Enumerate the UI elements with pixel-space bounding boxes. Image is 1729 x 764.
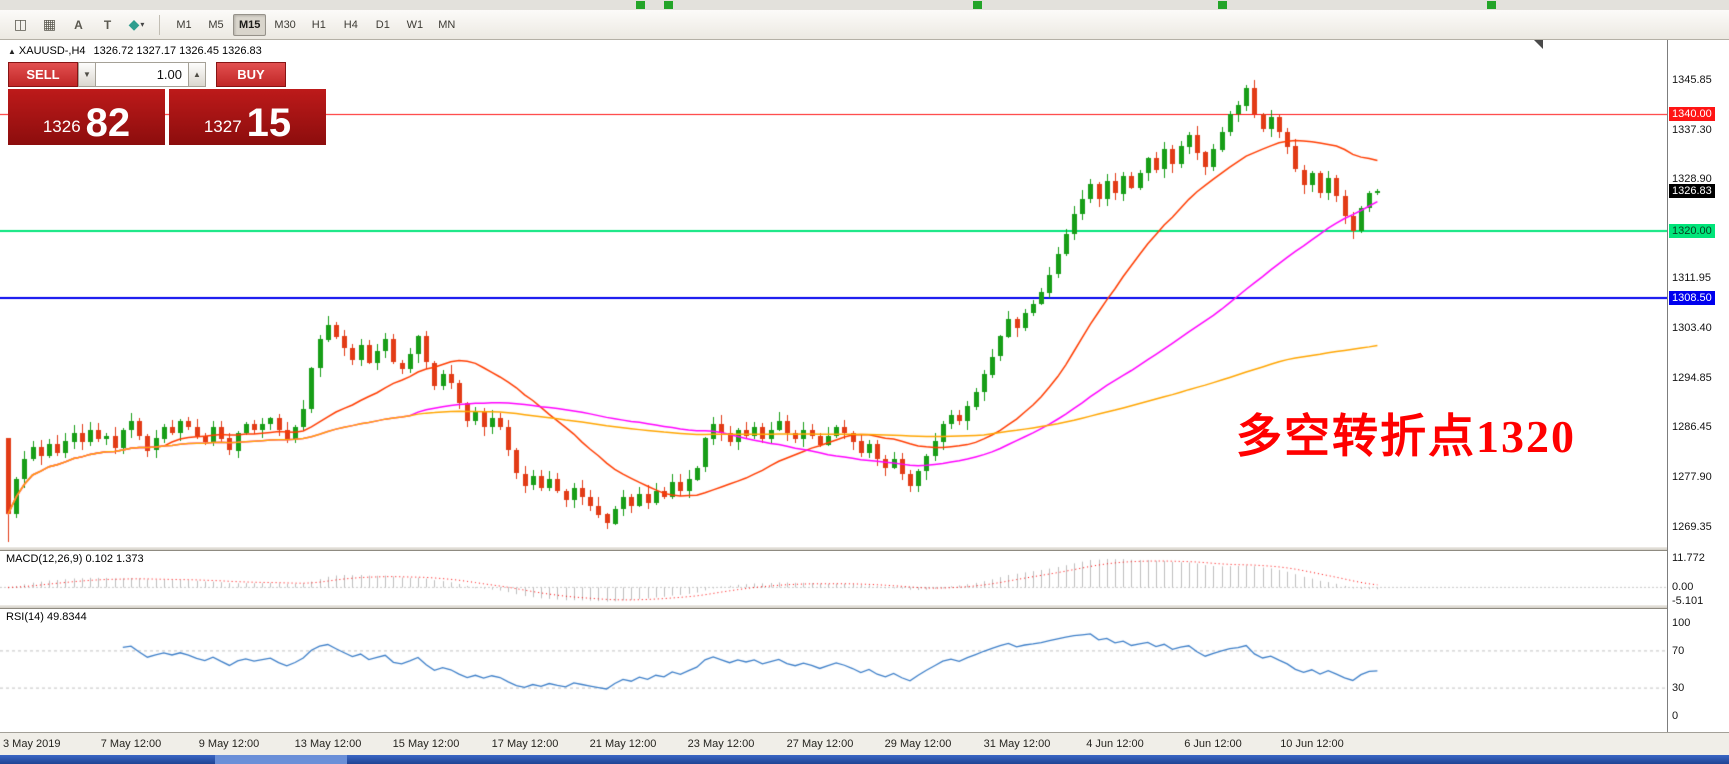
price-tick-label: 1303.40 xyxy=(1672,322,1712,335)
macd-label: MACD(12,26,9) 0.102 1.373 xyxy=(6,553,144,565)
time-tick-label: 7 May 12:00 xyxy=(100,738,162,750)
rsi-axis-label: 0 xyxy=(1672,710,1679,722)
volume-decrease-button[interactable]: ▼ xyxy=(78,62,96,87)
toolbar: ◫ ▦ A T ◆ ▾ M1 M5 M15 M30 H1 H4 D1 W1 MN xyxy=(0,10,1729,40)
timeframe-button-mn[interactable]: MN xyxy=(438,18,456,31)
price-tick-label: 1328.90 xyxy=(1672,173,1712,186)
bid-pips: 82 xyxy=(85,101,131,145)
time-tick-label: 27 May 12:00 xyxy=(786,738,854,750)
time-tick-label: 9 May 12:00 xyxy=(198,738,260,750)
ask-pips: 15 xyxy=(246,101,292,145)
timeframe-button-m15[interactable]: M15 xyxy=(233,13,267,36)
time-axis[interactable]: 3 May 2019 7 May 12:00 9 May 12:00 13 May 1… xyxy=(0,732,1729,755)
time-tick-label: 23 May 12:00 xyxy=(687,738,755,750)
tab-accent xyxy=(973,1,982,9)
macd-panel-resize-handle[interactable] xyxy=(0,546,1729,551)
time-tick-label: 15 May 12:00 xyxy=(392,738,460,750)
macd-panel-chart[interactable] xyxy=(0,551,1667,604)
bid-ask-panels: 1326 82 1327 15 xyxy=(8,89,326,145)
one-click-row: SELL ▼ ▲ BUY xyxy=(8,62,326,87)
price-tick-label: 1345.85 xyxy=(1672,74,1712,86)
drawing-tools-group: ◫ ▦ A T ◆ ▾ xyxy=(6,13,151,37)
macd-axis-label: -5.101 xyxy=(1672,595,1704,607)
one-click-trading-widget: SELL ▼ ▲ BUY 1326 82 1327 15 xyxy=(8,62,326,145)
time-tick-label: 10 Jun 12:00 xyxy=(1280,738,1344,750)
ask-big-figure: 1327 xyxy=(203,117,242,136)
price-line-label: 1308.50 xyxy=(1669,291,1715,306)
chart-text-annotation[interactable]: 多空转折点1320 xyxy=(1236,411,1576,462)
price-axis[interactable]: 1345.85 1337.30 1328.90 1311.95 1303.40 1294.… xyxy=(1667,40,1729,732)
time-tick-label: 4 Jun 12:00 xyxy=(1086,738,1144,750)
taskbar-button xyxy=(215,755,347,764)
toolbar-separator xyxy=(159,14,160,35)
time-tick-label: 29 May 12:00 xyxy=(884,738,952,750)
shapes-dropdown-icon[interactable]: ◆ ▾ xyxy=(128,16,145,32)
rsi-axis-label: 100 xyxy=(1672,617,1691,629)
chart-shift-marker[interactable] xyxy=(1534,40,1543,49)
ask-price-panel[interactable]: 1327 15 xyxy=(169,89,326,145)
time-tick-label: 3 May 2019 xyxy=(3,738,61,750)
grid-icon[interactable]: ▦ xyxy=(42,16,57,32)
tab-accent xyxy=(636,1,645,9)
rsi-axis-label: 30 xyxy=(1672,682,1685,695)
price-line-label: 1326.83 xyxy=(1669,184,1715,199)
rsi-axis-label: 70 xyxy=(1672,644,1685,657)
timeframe-button-h1[interactable]: H1 xyxy=(311,18,326,31)
timeframe-button-d1[interactable]: D1 xyxy=(375,18,390,31)
chart-ohlc-header: ▲ XAUUSD-,H4 1326.72 1327.17 1326.45 1326.… xyxy=(8,45,262,57)
rsi-panel-resize-handle[interactable] xyxy=(0,604,1729,609)
time-tick-label: 31 May 12:00 xyxy=(983,738,1051,750)
tab-accent xyxy=(1487,1,1496,9)
time-tick-label: 21 May 12:00 xyxy=(589,738,657,750)
price-line-label: 1340.00 xyxy=(1669,107,1715,122)
time-tick-label: 13 May 12:00 xyxy=(294,738,362,750)
price-tick-label: 1311.95 xyxy=(1672,272,1711,285)
time-tick-label: 6 Jun 12:00 xyxy=(1184,738,1242,750)
timeframe-button-m30[interactable]: M30 xyxy=(274,18,296,31)
bid-price-panel[interactable]: 1326 82 xyxy=(8,89,165,145)
rsi-label: RSI(14) 49.8344 xyxy=(6,611,87,623)
price-tick-label: 1277.90 xyxy=(1672,471,1712,484)
macd-axis-label: 11.772 xyxy=(1672,552,1705,564)
widget-spacer xyxy=(206,62,216,87)
volume-input[interactable] xyxy=(96,62,188,87)
price-tick-label: 1269.35 xyxy=(1672,520,1712,533)
tab-accent xyxy=(664,1,673,9)
price-tick-label: 1286.45 xyxy=(1672,421,1712,434)
price-tick-label: 1294.85 xyxy=(1672,371,1712,384)
symbol-collapse-icon[interactable]: ▲ xyxy=(8,47,16,56)
time-tick-label: 17 May 12:00 xyxy=(491,738,559,750)
text-label-icon[interactable]: A xyxy=(74,17,83,32)
bid-big-figure: 1326 xyxy=(42,117,81,136)
cropped-tab-strip xyxy=(0,0,1729,10)
timeframe-button-h4[interactable]: H4 xyxy=(343,18,358,31)
price-line-label: 1320.00 xyxy=(1669,224,1715,239)
symbol-period-label: XAUUSD-,H4 xyxy=(18,45,86,57)
price-tick-label: 1337.30 xyxy=(1672,123,1712,136)
timeframe-button-w1[interactable]: W1 xyxy=(406,18,424,31)
text-box-icon[interactable]: T xyxy=(103,17,112,32)
volume-increase-button[interactable]: ▲ xyxy=(188,62,206,87)
candlestick-tool-icon[interactable]: ◫ xyxy=(13,16,28,32)
macd-axis-label: 0.00 xyxy=(1672,581,1694,594)
buy-button[interactable]: BUY xyxy=(216,62,286,87)
timeframe-button-m1[interactable]: M1 xyxy=(176,18,192,31)
timeframe-button-m5[interactable]: M5 xyxy=(208,18,224,31)
tab-accent xyxy=(1218,1,1227,9)
rsi-panel-chart[interactable] xyxy=(0,609,1667,732)
cropped-taskbar-strip xyxy=(0,755,1729,764)
ohlc-values: 1326.72 1327.17 1326.45 1326.83 xyxy=(93,45,262,57)
sell-button[interactable]: SELL xyxy=(8,62,78,87)
timeframe-group: M1 M5 M15 M30 H1 H4 D1 W1 MN xyxy=(168,13,463,36)
